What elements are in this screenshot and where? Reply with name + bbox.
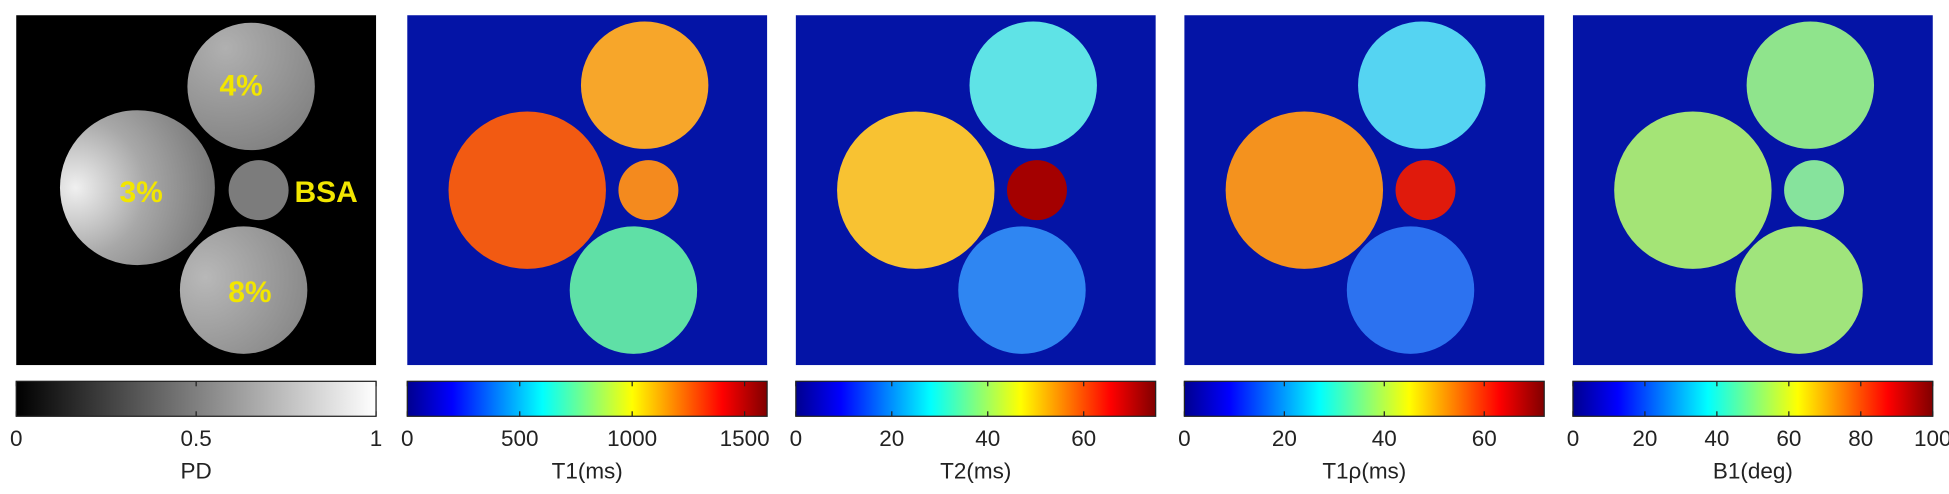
colorbar-tick-label: 80 [1848, 426, 1873, 451]
colorbar [406, 380, 768, 417]
phantom-vial [1784, 160, 1845, 221]
colorbar-tick-label: 40 [1372, 426, 1397, 451]
colorbar [1183, 380, 1545, 417]
phantom-vial [448, 111, 606, 269]
colorbar-tick-label: 1 [370, 426, 382, 451]
colorbar-tick-label: 20 [879, 426, 904, 451]
colorbar-tick-label: 500 [501, 426, 539, 451]
colorbar-tick-label: 0 [1567, 426, 1580, 451]
colorbar-tick-label: 1500 [720, 426, 770, 451]
phantom-vial [59, 110, 215, 266]
colorbar-tick-label: 0 [10, 426, 23, 451]
colorbar-tick-label: 1000 [607, 426, 657, 451]
panel: 0 20 40 60 T1ρ(ms) [1178, 15, 1545, 483]
colorbar-label: T1ρ(ms) [1322, 458, 1406, 483]
colorbar-tick-label: 60 [1071, 426, 1096, 451]
vial-label: 3% [120, 176, 163, 209]
panel: 0 20 40 60 80 100 B1(deg) [1567, 15, 1949, 483]
colorbar-tick-label: 60 [1472, 426, 1497, 451]
colorbar-tick-label: 40 [975, 426, 1000, 451]
colorbar-tick-label: 0 [401, 426, 414, 451]
colorbar-label: T2(ms) [940, 458, 1011, 483]
phantom-vial [1735, 226, 1863, 354]
colorbar [15, 380, 377, 417]
phantom-vial [1395, 160, 1456, 221]
phantom-vial [1225, 111, 1384, 269]
colorbar-tick-label: 20 [1272, 426, 1297, 451]
colorbar-label: PD [181, 458, 212, 483]
colorbar [795, 380, 1157, 417]
phantom-vial [837, 111, 995, 269]
colorbar-label: T1(ms) [552, 458, 623, 483]
phantom-vial [179, 226, 308, 354]
vial-label: 4% [219, 70, 262, 103]
panel: 0 500 1000 1500 T1(ms) [401, 15, 770, 483]
phantom-vial [1006, 160, 1067, 221]
colorbar-tick-label: 40 [1704, 426, 1729, 451]
phantom-vial [569, 226, 698, 354]
colorbar-tick-label: 0 [790, 426, 803, 451]
colorbar-tick-label: 60 [1776, 426, 1801, 451]
panel: 4% 3% BSA 8% 0 0.5 1 PD [10, 15, 382, 483]
phantom-vial [1346, 226, 1475, 354]
vial-label: 8% [228, 276, 271, 309]
phantom-vial [228, 160, 289, 221]
colorbar [1572, 380, 1934, 417]
colorbar-tick-label: 0.5 [181, 426, 212, 451]
colorbar-tick-label: 20 [1632, 426, 1657, 451]
vial-label: BSA [294, 176, 357, 209]
phantom-vial [580, 21, 709, 149]
phantom-vial [1746, 21, 1875, 149]
panel: 0 20 40 60 T2(ms) [790, 15, 1157, 483]
phantom-vial [187, 22, 315, 151]
phantom-vial [958, 226, 1086, 354]
colorbar-tick-label: 100 [1914, 426, 1949, 451]
phantom-vial [618, 160, 679, 221]
phantom-vial [1358, 21, 1486, 149]
colorbar-label: B1(deg) [1713, 458, 1793, 483]
colorbar-tick-label: 0 [1178, 426, 1191, 451]
phantom-vial [969, 21, 1097, 149]
phantom-vial [1614, 111, 1772, 269]
